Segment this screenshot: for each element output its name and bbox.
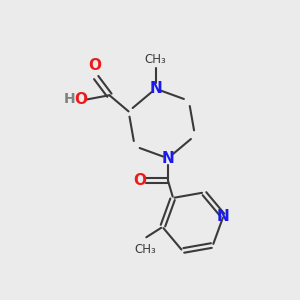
Text: N: N: [217, 209, 230, 224]
Text: H: H: [64, 92, 76, 106]
Text: O: O: [74, 92, 87, 106]
Text: N: N: [161, 151, 174, 166]
Text: CH₃: CH₃: [145, 53, 167, 66]
Text: O: O: [133, 173, 146, 188]
Text: CH₃: CH₃: [134, 243, 156, 256]
Text: N: N: [149, 81, 162, 96]
Text: O: O: [88, 58, 101, 73]
